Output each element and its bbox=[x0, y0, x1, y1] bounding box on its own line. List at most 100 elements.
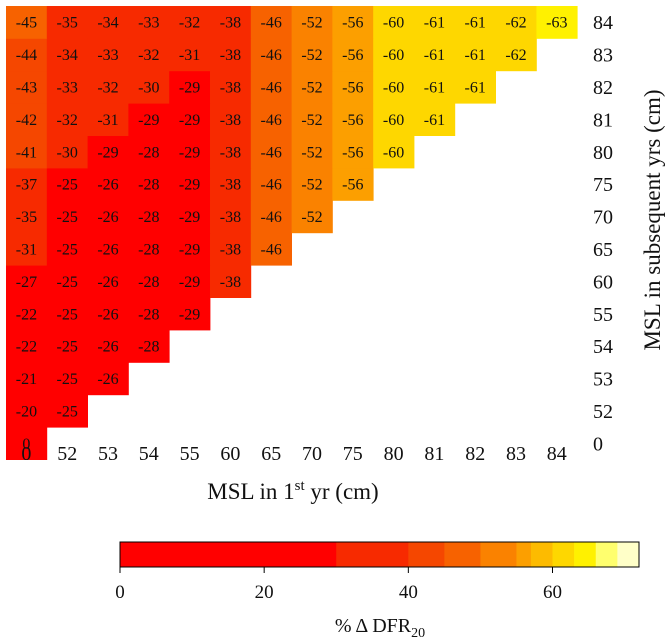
cell-value-label: -52 bbox=[301, 177, 322, 194]
x-tick-label: 54 bbox=[139, 443, 159, 465]
x-tick-label: 81 bbox=[424, 443, 444, 465]
cell-value-label: -56 bbox=[342, 15, 363, 32]
cell-value-label: -46 bbox=[261, 209, 282, 226]
cell-value-label: -38 bbox=[220, 15, 241, 32]
heatmap-cell bbox=[87, 330, 129, 363]
cell-value-label: -38 bbox=[220, 209, 241, 226]
x-tick-label: 70 bbox=[302, 443, 322, 465]
heatmap-cell bbox=[291, 135, 333, 169]
heatmap-cell bbox=[291, 103, 333, 136]
cell-value-label: 0 bbox=[22, 436, 30, 453]
heatmap-cell bbox=[250, 168, 292, 201]
cell-value-label: -38 bbox=[220, 177, 241, 194]
heatmap-cell bbox=[210, 6, 252, 39]
cell-value-label: -38 bbox=[220, 112, 241, 129]
cell-value-label: -38 bbox=[220, 242, 241, 259]
heatmap-cell bbox=[128, 297, 170, 331]
cell-value-label: -63 bbox=[546, 15, 567, 32]
cell-value-label: -28 bbox=[138, 177, 159, 194]
heatmap-cell bbox=[169, 70, 211, 104]
heatmap-cell bbox=[169, 265, 211, 298]
cell-value-label: -31 bbox=[16, 242, 37, 259]
heatmap-cell bbox=[250, 6, 292, 39]
cell-value-label: -61 bbox=[424, 47, 445, 64]
cell-value-label: -25 bbox=[57, 274, 78, 291]
colorbar-segment bbox=[480, 542, 517, 567]
y-tick-label: 65 bbox=[593, 239, 613, 261]
heatmap-cell bbox=[250, 103, 292, 136]
heatmap-cell bbox=[169, 297, 211, 331]
cell-value-label: -61 bbox=[424, 80, 445, 97]
heatmap-cell bbox=[87, 70, 129, 104]
cell-value-label: -30 bbox=[57, 144, 78, 161]
heatmap-cell bbox=[169, 6, 211, 39]
heatmap-cell bbox=[46, 232, 88, 266]
x-axis-label: MSL in 1st yr (cm) bbox=[207, 478, 378, 504]
heatmap-cell bbox=[6, 38, 48, 72]
heatmap-cell bbox=[87, 6, 129, 39]
colorbar-tick-label: 40 bbox=[399, 582, 418, 603]
heatmap-cell bbox=[250, 232, 292, 266]
heatmap-cell bbox=[46, 330, 88, 363]
cell-value-label: -29 bbox=[179, 274, 200, 291]
heatmap-cell bbox=[6, 297, 48, 331]
cell-value-label: -32 bbox=[97, 80, 118, 97]
y-tick-label: 52 bbox=[593, 401, 613, 423]
heatmap-cell bbox=[373, 103, 415, 136]
colorbar-segment bbox=[444, 542, 481, 567]
heatmap-cell bbox=[332, 70, 374, 104]
x-tick-label: 52 bbox=[57, 443, 77, 465]
colorbar-tick-label: 20 bbox=[255, 582, 274, 603]
cell-value-label: -60 bbox=[383, 47, 404, 64]
heatmap-cell bbox=[6, 200, 48, 234]
heatmap-cell bbox=[332, 168, 374, 201]
x-tick-label: 84 bbox=[547, 443, 567, 465]
x-tick-label: 75 bbox=[343, 443, 363, 465]
heatmap-cell bbox=[128, 265, 170, 298]
heatmap-cell bbox=[128, 70, 170, 104]
heatmap-cell bbox=[169, 38, 211, 72]
heatmap-cell bbox=[332, 103, 374, 136]
cell-value-label: -61 bbox=[465, 80, 486, 97]
heatmap-cell bbox=[332, 135, 374, 169]
cell-value-label: -46 bbox=[261, 112, 282, 129]
colorbar-segment bbox=[595, 542, 618, 567]
cell-value-label: -25 bbox=[57, 306, 78, 323]
heatmap-cell bbox=[6, 6, 48, 39]
cell-value-label: -26 bbox=[97, 242, 118, 259]
heatmap-cell bbox=[373, 38, 415, 72]
heatmap-cell bbox=[291, 168, 333, 201]
heatmap-cell bbox=[128, 6, 170, 39]
heatmap-cell bbox=[6, 362, 48, 396]
colorbar-tick-labels: 0 20 40 60 bbox=[115, 567, 562, 603]
cell-value-label: -29 bbox=[179, 242, 200, 259]
heatmap-cell bbox=[128, 200, 170, 234]
cell-value-label: -28 bbox=[138, 144, 159, 161]
cell-value-label: -46 bbox=[261, 80, 282, 97]
cell-value-label: -35 bbox=[16, 209, 37, 226]
cell-value-label: -34 bbox=[57, 47, 78, 64]
cell-value-label: -29 bbox=[179, 177, 200, 194]
x-tick-label: 80 bbox=[384, 443, 404, 465]
cell-value-label: -62 bbox=[505, 47, 526, 64]
heatmap-cell bbox=[6, 135, 48, 169]
cell-value-label: -31 bbox=[179, 47, 200, 64]
cell-value-label: -22 bbox=[16, 306, 37, 323]
cell-value-label: -29 bbox=[97, 144, 118, 161]
cell-value-label: -25 bbox=[57, 339, 78, 356]
cell-value-label: -21 bbox=[16, 371, 37, 388]
heatmap-cell bbox=[373, 70, 415, 104]
y-tick-label: 81 bbox=[593, 109, 613, 131]
heatmap-cell bbox=[250, 38, 292, 72]
heatmap-cell bbox=[87, 168, 129, 201]
heatmap-cell bbox=[87, 135, 129, 169]
cell-value-label: -32 bbox=[179, 15, 200, 32]
y-tick-label: 0 bbox=[593, 433, 603, 455]
cell-value-label: -29 bbox=[179, 306, 200, 323]
x-tick-label: 53 bbox=[98, 443, 118, 465]
cell-value-label: -29 bbox=[179, 209, 200, 226]
cell-value-label: -35 bbox=[57, 15, 78, 32]
heatmap-cell bbox=[128, 168, 170, 201]
cell-value-label: -60 bbox=[383, 144, 404, 161]
y-tick-label: 54 bbox=[593, 336, 613, 358]
